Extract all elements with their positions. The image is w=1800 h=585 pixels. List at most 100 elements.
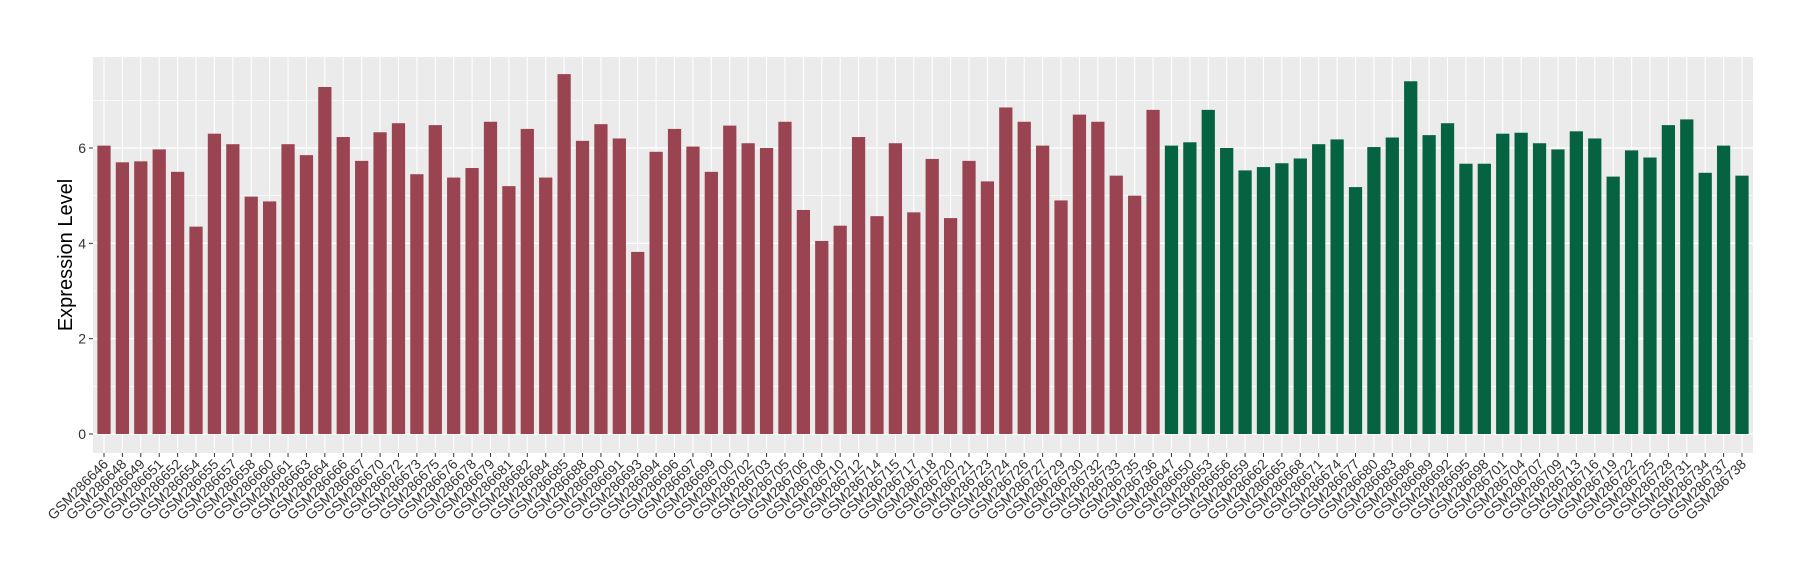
bar-GSM286728 [1661, 125, 1676, 435]
bar-GSM286726 [1017, 121, 1031, 434]
bars [97, 74, 1749, 435]
bar-GSM286647 [1164, 145, 1179, 434]
bar-GSM286715 [888, 143, 903, 435]
y-tick-label: 6 [78, 140, 86, 156]
bar-GSM286667 [355, 160, 369, 434]
bar-GSM286684 [539, 177, 553, 435]
bar-GSM286658 [244, 196, 258, 434]
bar-GSM286723 [980, 181, 995, 434]
bar-GSM286735 [1128, 195, 1142, 434]
bar-GSM286710 [833, 225, 847, 434]
bar-GSM286688 [575, 140, 590, 434]
bar-GSM286649 [134, 161, 148, 434]
bar-GSM286690 [594, 124, 608, 435]
bar-GSM286668 [1293, 158, 1307, 435]
bar-GSM286703 [759, 148, 774, 434]
y-tick-label: 2 [78, 331, 86, 347]
bar-GSM286676 [447, 177, 461, 435]
bar-GSM286682 [520, 128, 534, 434]
bar-GSM286677 [1348, 187, 1363, 434]
bar-GSM286662 [1256, 167, 1271, 434]
bar-GSM286652 [170, 171, 185, 434]
bar-GSM286689 [1422, 135, 1436, 434]
bar-GSM286700 [723, 125, 737, 434]
bar-GSM286683 [1385, 137, 1399, 434]
bar-GSM286724 [999, 107, 1013, 434]
bar-GSM286657 [226, 144, 240, 434]
bar-GSM286718 [925, 158, 939, 434]
bar-GSM286738 [1735, 175, 1749, 434]
bar-GSM286661 [281, 144, 295, 434]
bar-GSM286675 [428, 125, 442, 435]
bar-GSM286737 [1716, 145, 1731, 434]
bar-GSM286697 [686, 146, 700, 434]
bar-GSM286698 [1477, 163, 1491, 435]
y-axis-title: Expression Level [55, 179, 77, 331]
bar-GSM286709 [1551, 149, 1565, 434]
bar-GSM286646 [97, 145, 111, 434]
bar-GSM286663 [299, 155, 314, 434]
plot-panel [93, 57, 1753, 453]
y-tick-label: 4 [78, 235, 86, 251]
bar-GSM286680 [1367, 147, 1381, 435]
bar-GSM286665 [1275, 163, 1289, 434]
bar-GSM286713 [1569, 131, 1583, 434]
bar-GSM286722 [1624, 150, 1639, 434]
bar-GSM286733 [1109, 175, 1123, 434]
bar-GSM286707 [1532, 143, 1547, 435]
bar-GSM286673 [410, 174, 424, 434]
bar-GSM286717 [907, 212, 921, 434]
bar-GSM286731 [1680, 119, 1694, 435]
y-tick-label: 0 [78, 426, 86, 442]
bar-GSM286736 [1146, 109, 1160, 435]
bar-GSM286679 [483, 121, 498, 434]
bar-GSM286696 [667, 128, 682, 434]
bar-GSM286692 [1440, 123, 1455, 435]
bar-GSM286729 [1054, 200, 1068, 434]
bar-GSM286650 [1183, 142, 1197, 434]
bar-GSM286656 [1220, 148, 1234, 434]
bar-GSM286725 [1643, 157, 1657, 434]
bar-GSM286714 [870, 216, 884, 434]
bar-GSM286651 [152, 149, 166, 434]
bar-GSM286672 [391, 123, 406, 435]
bar-GSM286734 [1698, 172, 1712, 435]
bar-GSM286695 [1459, 163, 1473, 435]
bar-GSM286702 [741, 143, 755, 435]
bar-GSM286691 [612, 138, 626, 434]
bar-GSM286686 [1404, 81, 1418, 435]
bar-GSM286693 [631, 251, 645, 434]
y-axis: 0 2 4 6 [78, 140, 93, 442]
bar-GSM286653 [1201, 109, 1215, 435]
bar-GSM286701 [1496, 133, 1510, 434]
bar-GSM286699 [704, 171, 718, 434]
bar-GSM286708 [815, 240, 829, 434]
bar-GSM286674 [1330, 139, 1344, 435]
bar-GSM286671 [1312, 144, 1326, 434]
bar-GSM286694 [649, 151, 663, 434]
bar-GSM286721 [962, 160, 976, 434]
bar-GSM286678 [465, 168, 479, 434]
bar-GSM286685 [557, 74, 571, 435]
bar-GSM286716 [1588, 138, 1602, 434]
bar-GSM286706 [796, 209, 810, 434]
bar-GSM286666 [336, 137, 350, 435]
bar-GSM286719 [1606, 176, 1620, 434]
bar-GSM286655 [207, 133, 222, 434]
bar-GSM286664 [318, 86, 332, 435]
bar-GSM286648 [115, 162, 130, 435]
bar-GSM286681 [502, 186, 516, 434]
bar-GSM286730 [1072, 114, 1087, 434]
bar-GSM286712 [851, 137, 866, 435]
bar-GSM286704 [1514, 132, 1528, 434]
bar-GSM286732 [1091, 121, 1105, 434]
x-axis: GSM286646GSM286648GSM286649GSM286651GSM2… [44, 453, 1749, 523]
bar-GSM286654 [189, 226, 203, 434]
bar-GSM286727 [1036, 145, 1050, 434]
bar-GSM286670 [373, 132, 387, 434]
bar-GSM286720 [943, 218, 958, 434]
bar-GSM286659 [1238, 170, 1252, 434]
bar-GSM286660 [263, 201, 277, 434]
